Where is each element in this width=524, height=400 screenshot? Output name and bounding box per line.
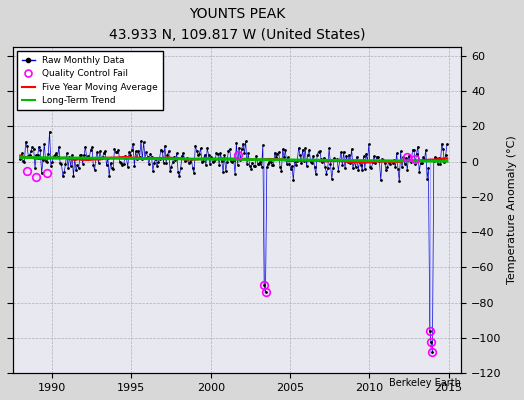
Text: Berkeley Earth: Berkeley Earth (389, 378, 461, 388)
Y-axis label: Temperature Anomaly (°C): Temperature Anomaly (°C) (507, 136, 517, 284)
Legend: Raw Monthly Data, Quality Control Fail, Five Year Moving Average, Long-Term Tren: Raw Monthly Data, Quality Control Fail, … (17, 51, 162, 110)
Title: YOUNTS PEAK
43.933 N, 109.817 W (United States): YOUNTS PEAK 43.933 N, 109.817 W (United … (108, 7, 365, 42)
